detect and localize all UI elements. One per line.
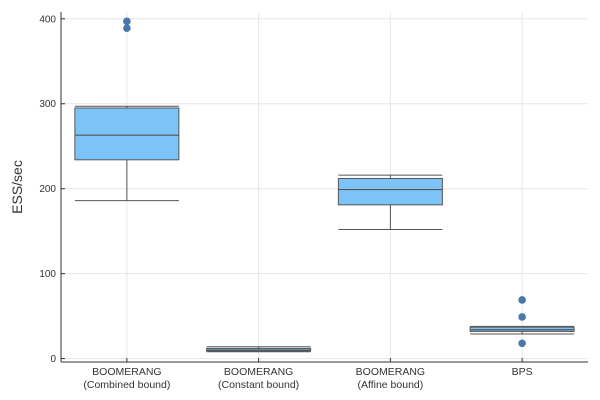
box-series [74,17,575,353]
x-tick-label: BOOMERANG [92,366,161,378]
x-tick-label: BPS [512,366,533,378]
outlier-point [518,296,526,304]
y-tick-label: 0 [50,354,56,365]
box-group [469,296,575,348]
box-iqr [74,107,180,161]
box-iqr [337,178,443,206]
x-tick-labels: BOOMERANG(Combined bound)BOOMERANG(Const… [83,366,532,391]
y-tick-label: 400 [39,14,56,25]
grid-lines [61,12,588,362]
y-tick-label: 100 [39,269,56,280]
x-tick-label-sub: (Combined bound) [83,379,170,391]
outlier-point [518,339,526,348]
axes [60,12,588,363]
x-tick-label-sub: (Affine bound) [357,379,423,391]
box-group [206,346,312,353]
box-group [337,174,443,230]
outlier-point [123,24,131,32]
x-tick-label: BOOMERANG [356,366,425,378]
outlier-point [123,17,131,26]
x-tick-label-sub: (Constant bound) [218,379,299,391]
y-tick-label: 300 [39,99,56,110]
x-tick-label: BOOMERANG [224,366,293,378]
y-tick-label: 200 [39,184,56,195]
y-tick-labels: 0 100 200 300 400 [39,14,56,365]
outlier-point [518,313,526,321]
box-group [74,17,180,202]
y-axis-label: ESS/sec [9,160,25,214]
